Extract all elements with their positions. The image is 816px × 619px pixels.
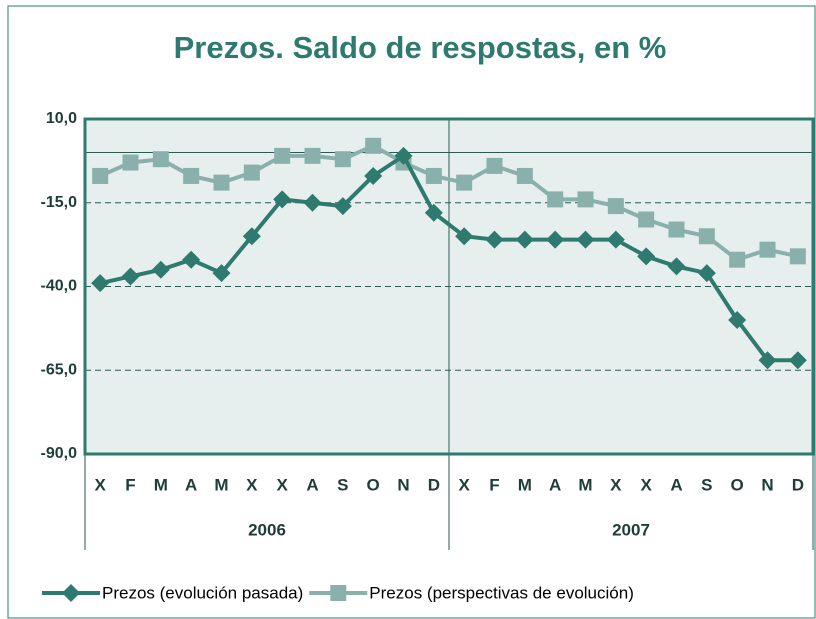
x-tick-label: X <box>610 475 622 494</box>
data-point <box>303 193 322 212</box>
frame <box>7 5 816 619</box>
data-point <box>607 198 624 215</box>
x-tick-label: N <box>397 475 409 494</box>
x-tick-label: X <box>246 475 258 494</box>
x-tick-label: O <box>367 475 380 494</box>
y-tick-label: -90,0 <box>41 445 78 462</box>
data-point <box>91 274 110 293</box>
x-tick-label: F <box>125 475 135 494</box>
x-tick-label: M <box>578 475 592 494</box>
data-point <box>758 351 777 370</box>
legend-label: Prezos (evolución pasada) <box>102 583 303 602</box>
y-tick-label: -15,0 <box>41 194 78 211</box>
data-point <box>606 230 625 249</box>
x-tick-label: F <box>489 475 499 494</box>
group-label: 2007 <box>612 520 650 539</box>
x-tick-label: A <box>549 475 561 494</box>
data-point <box>576 230 595 249</box>
data-point <box>637 247 656 266</box>
legend-marker <box>62 584 80 602</box>
chart-title: Prezos. Saldo de respostas, en % <box>174 30 667 65</box>
data-point <box>424 203 443 222</box>
data-point <box>152 151 169 168</box>
data-point <box>365 137 382 154</box>
x-tick-label: D <box>428 475 440 494</box>
data-point <box>728 311 747 329</box>
x-tick-label: D <box>792 475 804 494</box>
data-point <box>698 228 715 245</box>
data-point <box>788 351 807 370</box>
data-point <box>334 151 351 168</box>
x-tick-label: X <box>640 475 652 494</box>
data-point <box>668 221 685 238</box>
data-point <box>546 230 565 249</box>
data-point <box>577 191 594 208</box>
data-point <box>638 211 655 228</box>
x-tick-label: X <box>94 475 106 494</box>
data-point <box>516 167 533 184</box>
data-point <box>456 174 473 191</box>
y-tick-label: -65,0 <box>41 361 78 378</box>
data-point <box>729 251 746 268</box>
data-point <box>274 147 291 164</box>
x-tick-label: A <box>185 475 197 494</box>
data-point <box>455 227 474 246</box>
data-point <box>789 248 806 265</box>
x-tick-label: N <box>761 475 773 494</box>
data-point <box>243 164 260 181</box>
x-tick-label: A <box>306 475 318 494</box>
data-point <box>304 147 321 164</box>
y-tick-label: -40,0 <box>41 278 78 295</box>
data-point <box>697 264 716 283</box>
legend-marker <box>330 585 347 601</box>
x-tick-label: X <box>458 475 470 494</box>
data-point <box>213 174 230 191</box>
x-tick-label: S <box>701 475 712 494</box>
x-tick-label: A <box>670 475 682 494</box>
x-tick-label: S <box>337 475 348 494</box>
data-point <box>547 191 564 208</box>
data-point <box>486 157 503 174</box>
data-point <box>151 260 170 279</box>
data-point <box>122 154 139 171</box>
data-point <box>394 146 413 165</box>
legend-label: Prezos (perspectivas de evolución) <box>369 583 634 602</box>
data-point <box>485 230 504 249</box>
data-point <box>333 197 352 216</box>
x-tick-label: M <box>154 475 168 494</box>
x-tick-label: O <box>731 475 744 494</box>
plot-border <box>83 117 815 456</box>
data-point <box>182 250 201 269</box>
x-tick-label: M <box>518 475 532 494</box>
data-point <box>425 167 442 184</box>
data-point <box>273 190 292 209</box>
data-point <box>242 227 261 246</box>
data-point <box>92 167 109 184</box>
data-point <box>212 264 231 283</box>
data-point <box>759 241 776 258</box>
x-tick-label: M <box>214 475 228 494</box>
data-point <box>515 230 534 249</box>
data-point <box>667 257 686 276</box>
y-tick-label: 10,0 <box>46 110 77 127</box>
x-tick-label: X <box>276 475 288 494</box>
data-point <box>121 267 140 286</box>
data-point <box>183 167 200 184</box>
group-label: 2006 <box>248 520 286 539</box>
data-point <box>364 166 383 185</box>
